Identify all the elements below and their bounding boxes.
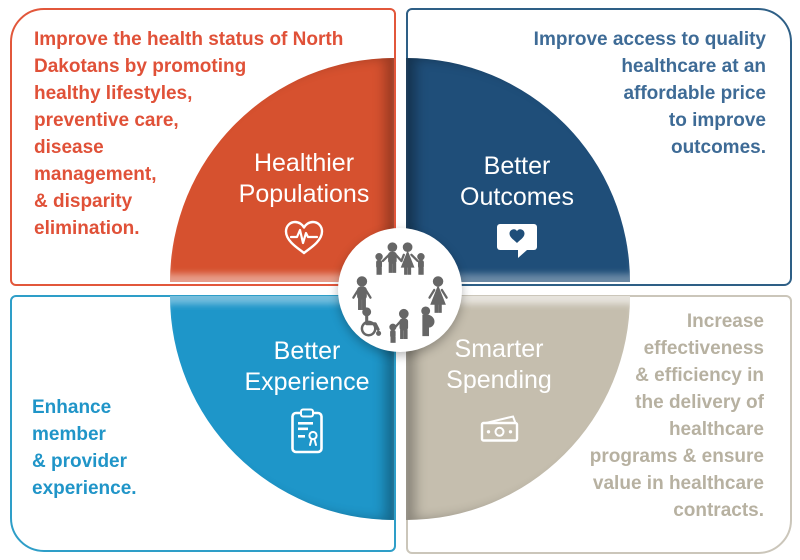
healthier-populations-description: Improve the health status of North Dakot…	[34, 29, 344, 239]
better-outcomes-label: Better Outcomes	[460, 152, 574, 212]
speech-bubble-heart-icon	[497, 224, 537, 258]
smarter-spending-label: Smarter Spending	[446, 335, 552, 395]
community-people-icon	[352, 242, 448, 343]
better-outcomes-quarter: Better Outcomes	[406, 58, 630, 282]
heart-pulse-icon	[284, 220, 324, 255]
money-bills-icon	[480, 415, 519, 442]
better-outcomes-description: Improve access to quality healthcare at …	[533, 29, 766, 158]
better-experience-description: Enhance member & provider experience.	[32, 397, 137, 499]
better-experience-label: Better Experience	[244, 337, 370, 397]
clipboard-checklist-icon	[291, 408, 323, 454]
community-circle	[338, 228, 462, 352]
smarter-spending-description: Increase effectiveness & efficiency in t…	[589, 311, 764, 521]
healthier-populations-label: Healthier Populations	[238, 149, 370, 209]
